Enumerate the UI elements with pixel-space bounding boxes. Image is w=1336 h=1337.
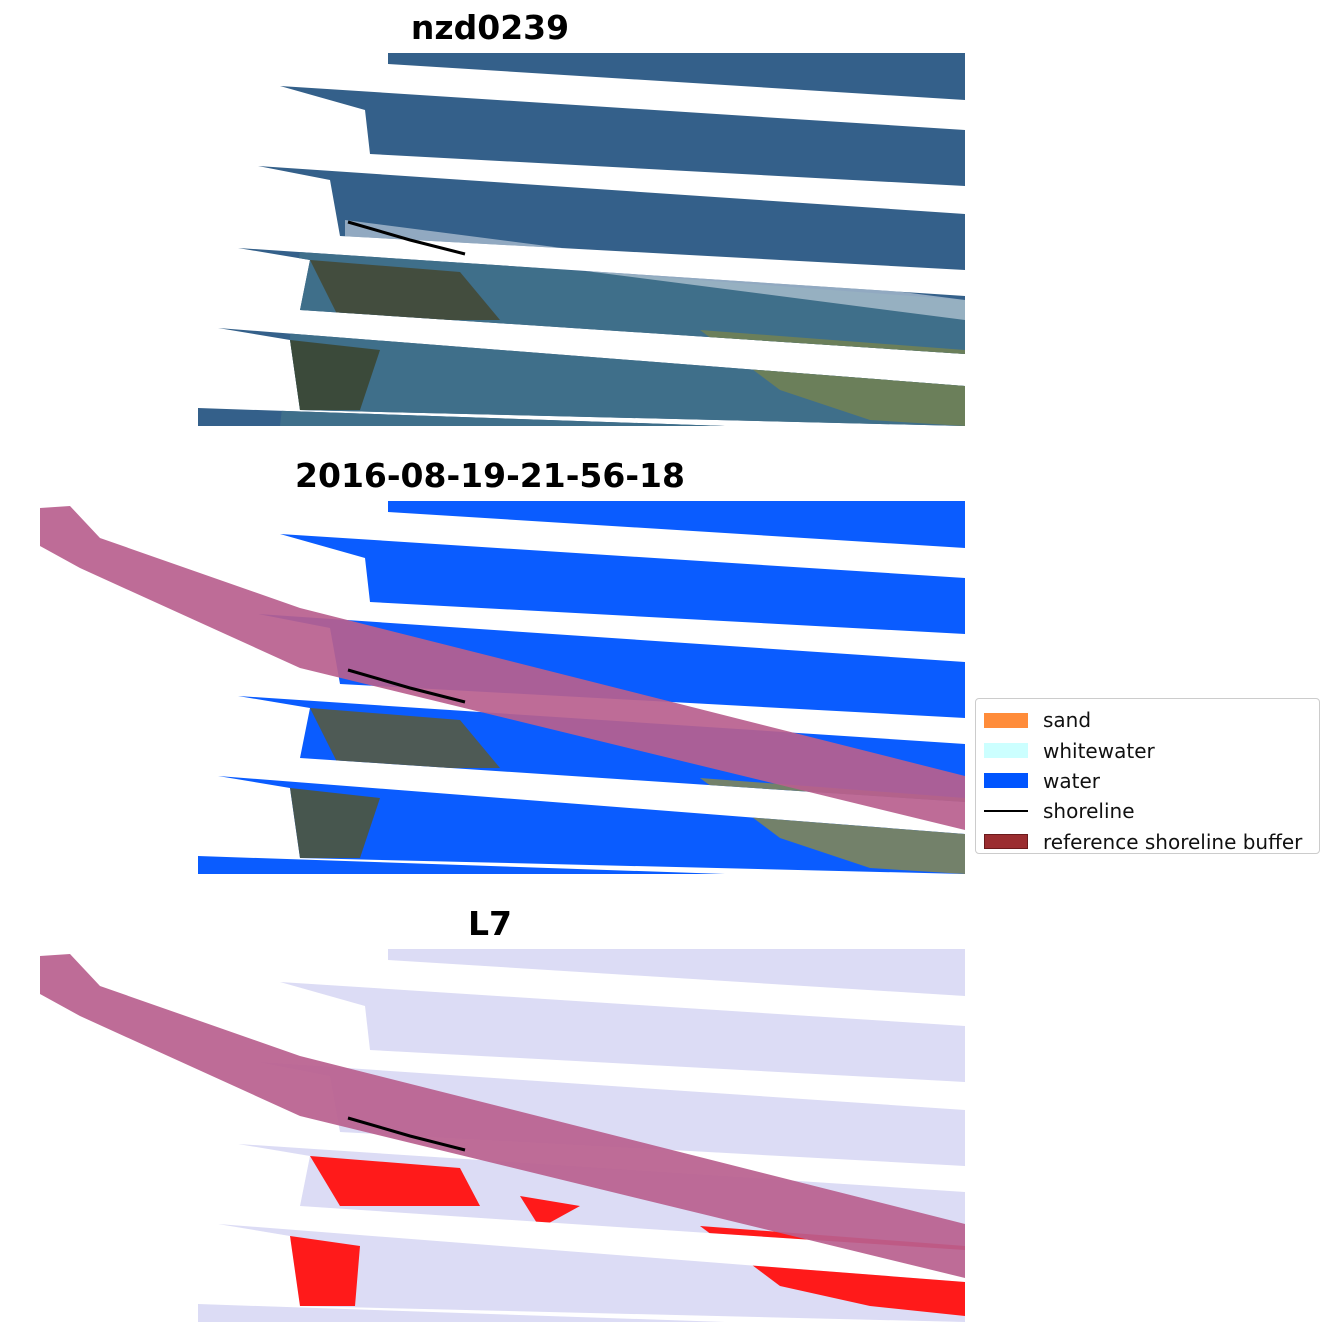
legend-item-shoreline: shoreline xyxy=(976,796,1319,826)
legend-item-buffer: reference shoreline buffer xyxy=(976,827,1319,857)
panel-title-satellite: L7 xyxy=(468,904,512,943)
reference-shoreline-buffer xyxy=(40,954,965,1278)
legend-label: whitewater xyxy=(1043,738,1155,763)
legend-label: water xyxy=(1043,768,1100,793)
buffer-swatch xyxy=(984,834,1028,850)
shoreline-line xyxy=(347,1116,466,1152)
reference-shoreline-buffer xyxy=(40,506,965,830)
legend-label: sand xyxy=(1043,708,1092,733)
legend-label: shoreline xyxy=(1043,799,1135,824)
legend-item-whitewater: whitewater xyxy=(976,735,1319,765)
panel-title-rgb: nzd0239 xyxy=(410,8,570,47)
sand-swatch xyxy=(984,712,1028,728)
shoreline-line xyxy=(347,668,466,704)
whitewater-swatch xyxy=(984,743,1028,759)
legend: sand whitewater water shoreline referenc… xyxy=(975,698,1320,854)
legend-label: reference shoreline buffer xyxy=(1043,829,1303,854)
classified-image-panel xyxy=(40,501,965,874)
water-swatch xyxy=(984,773,1028,789)
legend-item-water: water xyxy=(976,766,1319,796)
panel-title-date: 2016-08-19-21-56-18 xyxy=(295,456,685,495)
rgb-image-panel xyxy=(198,53,965,426)
index-image-panel xyxy=(40,949,965,1322)
shoreline-line xyxy=(347,220,466,256)
shoreline-swatch xyxy=(984,810,1028,813)
legend-item-sand: sand xyxy=(976,705,1319,735)
